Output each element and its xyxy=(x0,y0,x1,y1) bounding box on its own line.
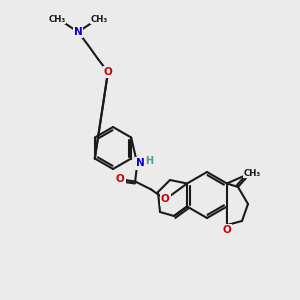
Text: H: H xyxy=(145,155,153,166)
Text: N: N xyxy=(136,158,145,169)
Text: N: N xyxy=(74,27,82,37)
Text: O: O xyxy=(223,225,231,235)
Text: O: O xyxy=(103,67,112,77)
Text: CH₃: CH₃ xyxy=(243,169,261,178)
Text: O: O xyxy=(161,194,170,205)
Text: O: O xyxy=(248,169,256,179)
Text: CH₃: CH₃ xyxy=(48,14,66,23)
Text: O: O xyxy=(116,175,124,184)
Text: CH₃: CH₃ xyxy=(90,14,108,23)
